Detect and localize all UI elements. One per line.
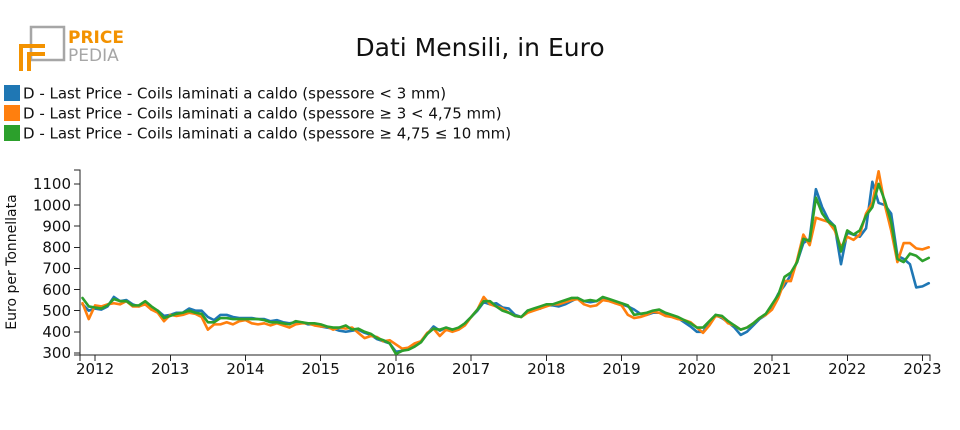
y-tick-label: 500 — [42, 302, 71, 320]
series-line-under-3mm — [81, 180, 931, 354]
x-tick-label: 2023 — [903, 360, 941, 378]
x-tick-label: 2020 — [678, 360, 716, 378]
y-tick-label: 400 — [42, 323, 71, 341]
pricepedia-logo: PRICE PEDIA — [19, 25, 124, 71]
x-tick-label: 2021 — [753, 360, 791, 378]
logo-square-outline — [29, 25, 66, 62]
x-tick-label: 2018 — [527, 360, 565, 378]
series-line-4-75-to-10mm — [81, 182, 931, 356]
y-tick-label: 700 — [42, 260, 71, 278]
series-group — [81, 169, 931, 356]
x-tick-label: 2017 — [452, 360, 490, 378]
legend-label: D - Last Price - Coils laminati a caldo … — [23, 125, 511, 143]
x-tick-label: 2016 — [377, 360, 415, 378]
logo-bracket-inner — [27, 52, 45, 71]
x-tick-label: 2013 — [151, 360, 189, 378]
y-axis-title: Euro per Tonnellata — [4, 194, 20, 329]
x-tick-label: 2022 — [828, 360, 866, 378]
x-tick-label: 2014 — [226, 360, 264, 378]
y-tick-label: 900 — [42, 217, 71, 235]
chart-title: Dati Mensili, in Euro — [355, 33, 604, 62]
legend-swatch — [4, 105, 20, 121]
x-axis-line — [79, 354, 931, 361]
x-tick-label: 2012 — [76, 360, 114, 378]
y-tick-label: 300 — [42, 344, 71, 362]
axes: 300 400 500 600 700 800 900 1000 1100 2012 2013 201… — [33, 169, 942, 378]
legend-item-under-3mm[interactable]: D - Last Price - Coils laminati a caldo … — [4, 85, 446, 103]
legend-swatch — [4, 125, 20, 141]
legend-label: D - Last Price - Coils laminati a caldo … — [23, 105, 502, 123]
y-tick-label: 600 — [42, 281, 71, 299]
y-tick-label: 800 — [42, 239, 71, 257]
legend: D - Last Price - Coils laminati a caldo … — [4, 85, 511, 143]
logo-text-pedia: PEDIA — [68, 46, 119, 66]
x-tick-label: 2019 — [602, 360, 640, 378]
y-tick-label: 1100 — [33, 175, 71, 193]
legend-swatch — [4, 85, 20, 101]
logo-bracket-outer — [19, 44, 45, 71]
legend-label: D - Last Price - Coils laminati a caldo … — [23, 85, 446, 103]
y-tick-label: 1000 — [33, 196, 71, 214]
logo-text-price: PRICE — [68, 28, 124, 48]
y-axis-line — [74, 169, 81, 356]
legend-item-4-75-to-10mm[interactable]: D - Last Price - Coils laminati a caldo … — [4, 125, 511, 143]
x-tick-label: 2015 — [302, 360, 340, 378]
legend-item-3-to-4-75mm[interactable]: D - Last Price - Coils laminati a caldo … — [4, 105, 502, 123]
